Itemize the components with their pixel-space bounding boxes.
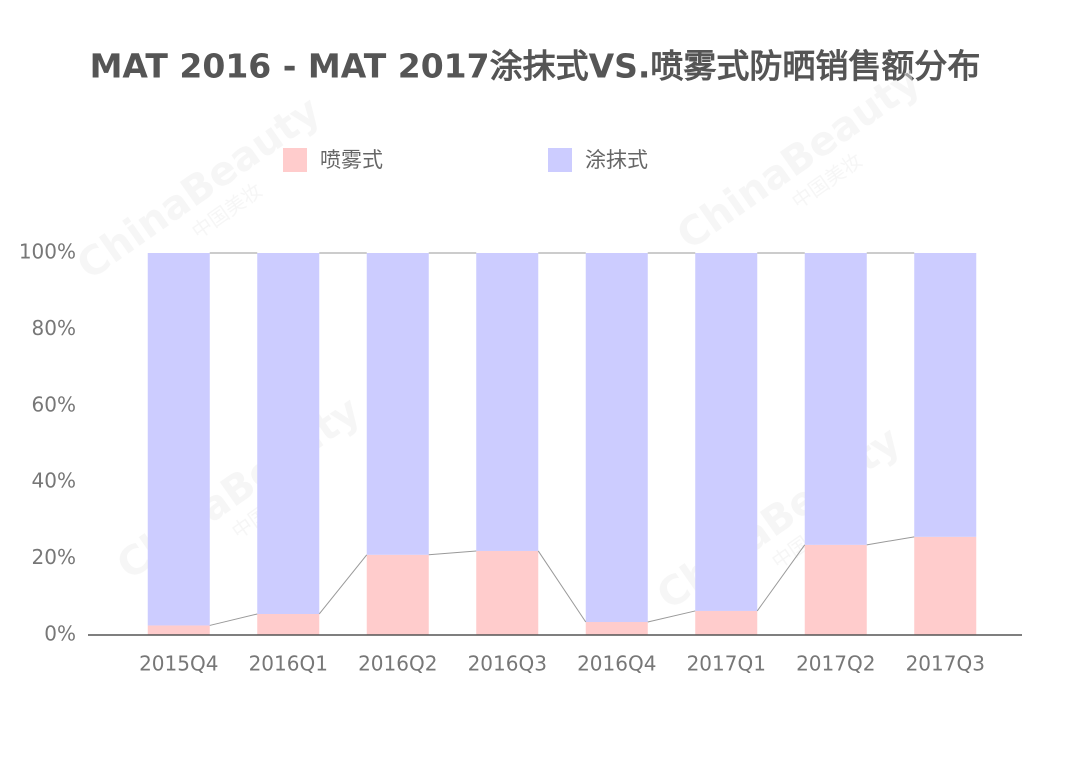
connector-line <box>428 550 477 556</box>
x-tick-label: 2017Q2 <box>796 652 875 676</box>
bar-segment <box>695 253 758 611</box>
bar-segment <box>257 613 320 635</box>
bar-segment <box>695 610 758 635</box>
x-tick-label: 2016Q3 <box>468 652 547 676</box>
legend-swatch <box>283 148 307 172</box>
watermark-text: ChinaBeauty <box>649 418 909 619</box>
bar-segment <box>147 253 210 626</box>
legend-label: 涂抹式 <box>585 148 648 172</box>
legend-swatch <box>548 148 572 172</box>
x-tick-label: 2016Q4 <box>577 652 656 676</box>
y-tick-label: 20% <box>32 545 76 569</box>
connector-line <box>647 610 696 623</box>
x-tick-label: 2015Q4 <box>139 652 218 676</box>
connector-line <box>756 544 806 612</box>
bar-segment <box>366 253 429 555</box>
connector-line <box>318 554 368 615</box>
chart-title: MAT 2016 - MAT 2017涂抹式VS.喷雾式防晒销售额分布 <box>90 47 981 86</box>
bar-segment <box>804 253 867 545</box>
bar-segment <box>585 253 648 623</box>
bar-segment <box>476 550 539 635</box>
bar-segment <box>147 625 210 635</box>
watermark-text: ChinaBeauty <box>669 58 929 259</box>
bar-segment <box>914 253 977 537</box>
bar-segment <box>257 253 320 614</box>
x-tick-label: 2016Q2 <box>358 652 437 676</box>
x-tick-label: 2017Q1 <box>687 652 766 676</box>
bar-segment <box>366 554 429 635</box>
x-tick-label: 2016Q1 <box>249 652 328 676</box>
x-tick-label: 2017Q3 <box>906 652 985 676</box>
y-tick-label: 100% <box>19 240 76 264</box>
bar-segment <box>804 544 867 635</box>
connector-line <box>209 613 258 626</box>
bar-segment <box>914 536 977 635</box>
y-tick-label: 40% <box>32 469 76 493</box>
y-tick-label: 80% <box>32 316 76 340</box>
bar-segment <box>585 622 648 635</box>
connector-line <box>866 536 915 546</box>
legend-label: 喷雾式 <box>320 148 383 172</box>
y-tick-label: 60% <box>32 392 76 416</box>
bar-segment <box>476 253 539 551</box>
connector-line <box>537 550 587 623</box>
y-tick-label: 0% <box>44 622 76 646</box>
